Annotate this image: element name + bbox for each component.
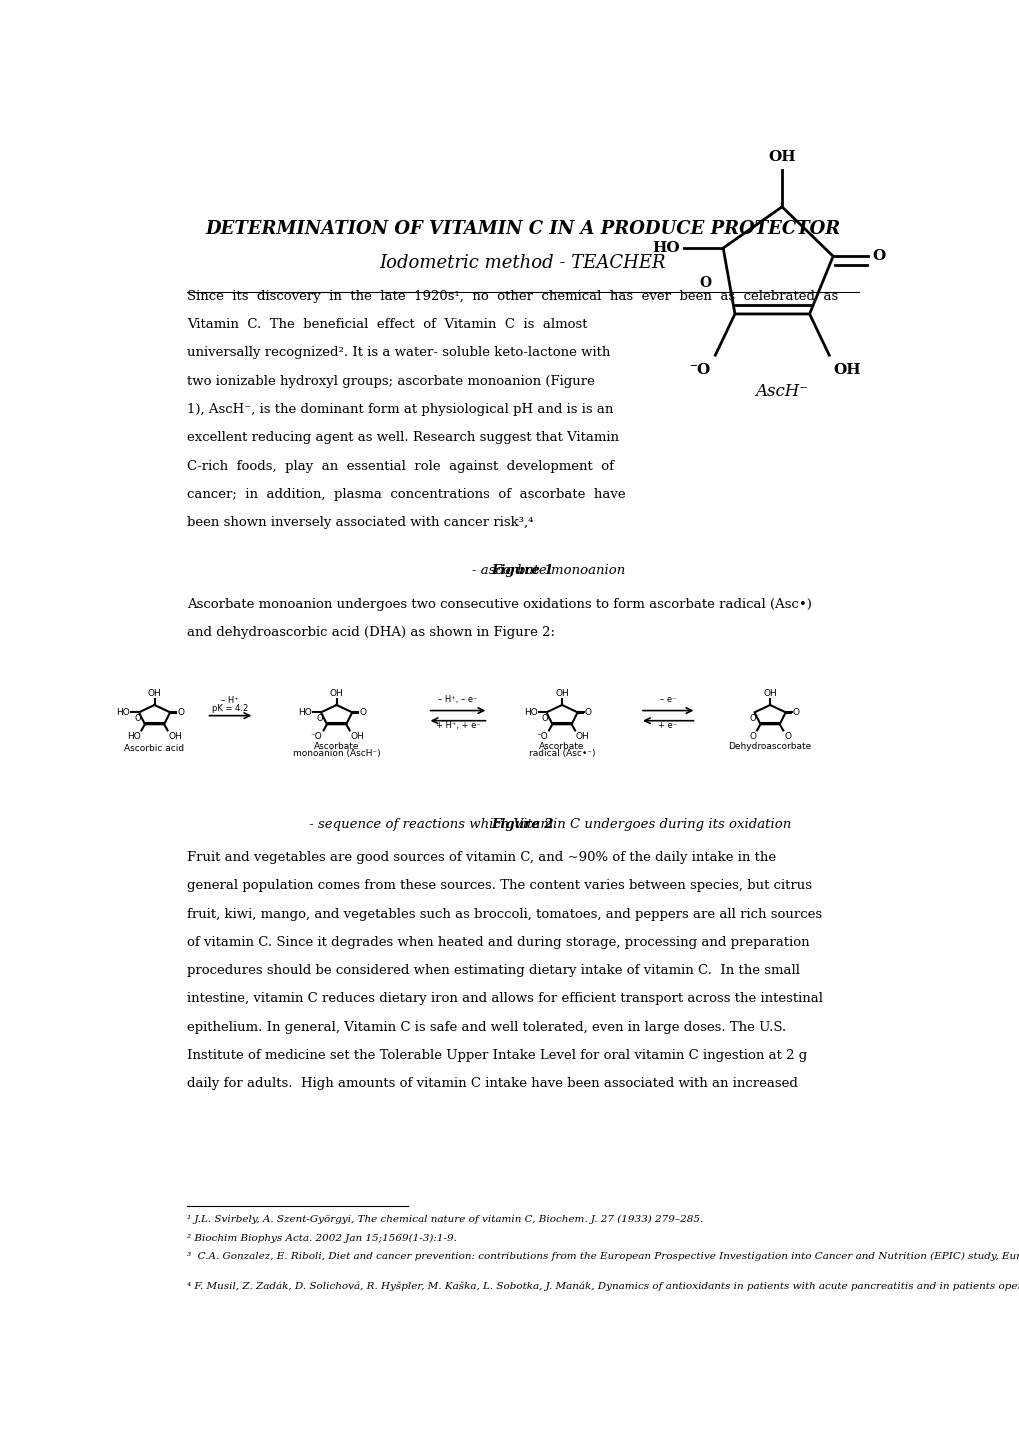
Text: ⁻O: ⁻O (536, 731, 547, 741)
Text: HO: HO (524, 708, 537, 717)
Text: O: O (871, 249, 884, 264)
Text: Dehydroascorbate: Dehydroascorbate (728, 743, 811, 751)
Text: HO: HO (116, 708, 130, 717)
Text: O: O (699, 275, 711, 290)
Text: O: O (749, 714, 756, 722)
Text: O: O (177, 708, 183, 717)
Text: procedures should be considered when estimating dietary intake of vitamin C.  In: procedures should be considered when est… (186, 965, 799, 978)
Text: radical (Asc•⁻): radical (Asc•⁻) (528, 748, 595, 758)
Text: pK = 4.2: pK = 4.2 (212, 704, 248, 714)
Text: Since  its  discovery  in  the  late  1920s¹,  no  other  chemical  has  ever  b: Since its discovery in the late 1920s¹, … (186, 290, 838, 303)
Text: OH: OH (762, 689, 776, 698)
Text: been shown inversely associated with cancer risk³,⁴: been shown inversely associated with can… (186, 516, 533, 529)
Text: Vitamin  C.  The  beneficial  effect  of  Vitamin  C  is  almost: Vitamin C. The beneficial effect of Vita… (186, 317, 587, 332)
Text: DETERMINATION OF VITAMIN C IN A PRODUCE PROTECTOR: DETERMINATION OF VITAMIN C IN A PRODUCE … (205, 219, 840, 238)
Text: OH: OH (148, 689, 161, 698)
Text: – H⁺: – H⁺ (221, 696, 238, 705)
Text: OH: OH (576, 731, 589, 741)
Text: Fruit and vegetables are good sources of vitamin C, and ~90% of the daily intake: Fruit and vegetables are good sources of… (186, 851, 775, 864)
Text: cancer;  in  addition,  plasma  concentrations  of  ascorbate  have: cancer; in addition, plasma concentratio… (186, 487, 625, 500)
Text: O: O (784, 731, 791, 741)
Text: C-rich  foods,  play  an  essential  role  against  development  of: C-rich foods, play an essential role aga… (186, 460, 613, 473)
Text: two ionizable hydroxyl groups; ascorbate monoanion (Figure: two ionizable hydroxyl groups; ascorbate… (186, 375, 594, 388)
Text: intestine, vitamin C reduces dietary iron and allows for efficient transport acr: intestine, vitamin C reduces dietary iro… (186, 992, 822, 1005)
Text: OH: OH (351, 731, 364, 741)
Text: + H⁺, + e⁻: + H⁺, + e⁻ (435, 721, 480, 730)
Text: epithelium. In general, Vitamin C is safe and well tolerated, even in large dose: epithelium. In general, Vitamin C is saf… (186, 1021, 786, 1034)
Text: – H⁺, – e⁻: – H⁺, – e⁻ (438, 695, 477, 704)
Text: Ascorbate: Ascorbate (539, 743, 584, 751)
Text: Figure 1: Figure 1 (491, 564, 553, 577)
Text: daily for adults.  High amounts of vitamin C intake have been associated with an: daily for adults. High amounts of vitami… (186, 1077, 797, 1090)
Text: ¹ J.L. Svirbely, A. Szent-Györgyi, The chemical nature of vitamin C, Biochem. J.: ¹ J.L. Svirbely, A. Szent-Györgyi, The c… (186, 1214, 702, 1224)
Text: Institute of medicine set the Tolerable Upper Intake Level for oral vitamin C in: Institute of medicine set the Tolerable … (186, 1050, 806, 1063)
Text: ⁻O: ⁻O (690, 363, 710, 378)
Text: and dehydroascorbic acid (DHA) as shown in Figure 2:: and dehydroascorbic acid (DHA) as shown … (186, 626, 554, 639)
Text: universally recognized². It is a water- soluble keto-lactone with: universally recognized². It is a water- … (186, 346, 609, 359)
Text: Ascorbate monoanion undergoes two consecutive oxidations to form ascorbate radic: Ascorbate monoanion undergoes two consec… (186, 598, 811, 611)
Text: HO: HO (652, 241, 680, 255)
Text: Ascorbic acid: Ascorbic acid (124, 744, 184, 753)
Text: O: O (359, 708, 366, 717)
Text: O: O (748, 731, 755, 741)
Text: – e⁻: – e⁻ (659, 695, 676, 704)
Text: + e⁻: + e⁻ (657, 721, 677, 730)
Text: OH: OH (168, 731, 182, 741)
Text: Iodometric method - TEACHER: Iodometric method - TEACHER (379, 254, 665, 273)
Text: OH: OH (554, 689, 569, 698)
Text: excellent reducing agent as well. Research suggest that Vitamin: excellent reducing agent as well. Resear… (186, 431, 619, 444)
Text: O: O (584, 708, 591, 717)
Text: HO: HO (126, 731, 141, 741)
Text: ³  C.A. Gonzalez, E. Riboli, Diet and cancer prevention: contributions from the : ³ C.A. Gonzalez, E. Riboli, Diet and can… (186, 1252, 1019, 1262)
Text: Ascorbate: Ascorbate (314, 743, 359, 751)
Text: O: O (316, 714, 323, 722)
Text: OH: OH (767, 150, 795, 163)
Text: monoanion (AscH⁻): monoanion (AscH⁻) (292, 748, 380, 758)
Text: 1), AscH⁻, is the dominant form at physiological pH and is is an: 1), AscH⁻, is the dominant form at physi… (186, 402, 612, 415)
Text: - ascorbate monoanion: - ascorbate monoanion (420, 564, 625, 577)
Text: O: O (135, 714, 141, 722)
Text: O: O (792, 708, 799, 717)
Text: OH: OH (329, 689, 343, 698)
Text: HO: HO (299, 708, 312, 717)
Text: ² Biochim Biophys Acta. 2002 Jan 15;1569(1-3):1-9.: ² Biochim Biophys Acta. 2002 Jan 15;1569… (186, 1233, 457, 1243)
Text: fruit, kiwi, mango, and vegetables such as broccoli, tomatoes, and peppers are a: fruit, kiwi, mango, and vegetables such … (186, 907, 821, 920)
Text: general population comes from these sources. The content varies between species,: general population comes from these sour… (186, 880, 811, 893)
Text: - sequence of reactions which Vitamin C undergoes during its oxidation: - sequence of reactions which Vitamin C … (254, 818, 791, 831)
Text: Figure 2: Figure 2 (491, 818, 553, 831)
Text: OH: OH (833, 363, 860, 378)
Text: AscH⁻: AscH⁻ (755, 384, 808, 401)
Text: O: O (541, 714, 548, 722)
Text: ⁴ F. Musil, Z. Zadák, D. Solichová, R. Hyšpler, M. Kaška, L. Sobotka, J. Manák, : ⁴ F. Musil, Z. Zadák, D. Solichová, R. H… (186, 1280, 1019, 1291)
Text: ⁻O: ⁻O (311, 731, 322, 741)
Text: of vitamin C. Since it degrades when heated and during storage, processing and p: of vitamin C. Since it degrades when hea… (186, 936, 809, 949)
